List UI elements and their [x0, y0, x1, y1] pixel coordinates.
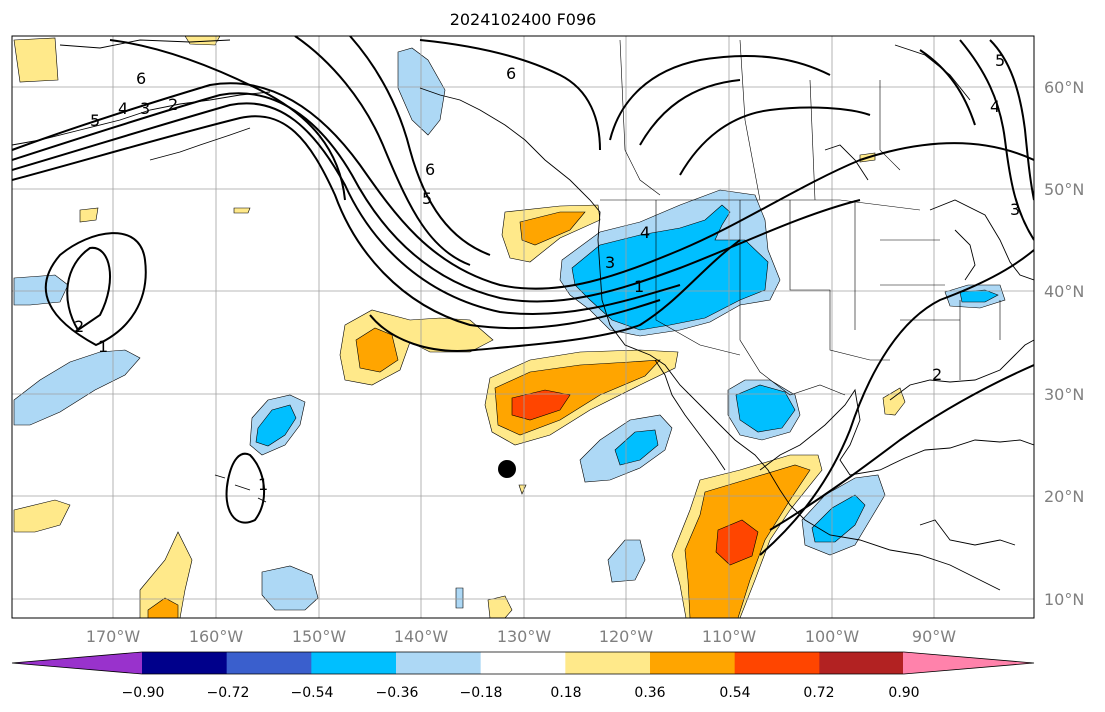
colorbar-label: −0.90 [122, 685, 165, 701]
positive-region-baja-core [511, 389, 571, 421]
colorbar-outline [11, 651, 1035, 675]
colorbar-label: 0.90 [888, 685, 919, 701]
negative-region-southeast [607, 539, 646, 583]
contour-label: 3 [605, 253, 615, 272]
positive-region-small-1 [79, 207, 99, 223]
colorbar-swatch [819, 652, 905, 674]
colorbar-label: −0.72 [207, 685, 250, 701]
colorbar-label: 0.18 [550, 685, 581, 701]
colorbar-label: −0.54 [291, 685, 334, 701]
lon-tick-label: 160°W [189, 627, 244, 646]
negative-region-tiny [455, 587, 464, 609]
lat-tick-label: 40°N [1044, 282, 1084, 301]
contour-label: 4 [990, 97, 1000, 116]
positive-region-sw [13, 499, 71, 533]
lon-tick-label: 140°W [394, 627, 449, 646]
contour-label: 5 [995, 51, 1005, 70]
positive-region-south-2 [487, 595, 513, 618]
lon-tick-label: 120°W [599, 627, 654, 646]
positive-region-small-2 [233, 207, 251, 214]
contour-label: 2 [74, 317, 84, 336]
lon-tick-label: 100°W [805, 627, 860, 646]
colorbar-label: 0.36 [634, 685, 665, 701]
negative-region-west [13, 274, 69, 306]
lon-tick-label: 170°W [86, 627, 141, 646]
positive-region-oregon-core [519, 211, 586, 246]
positive-region-gulf [882, 387, 906, 416]
colorbar-label: −0.36 [376, 685, 419, 701]
contour-label: 5 [90, 111, 100, 130]
negative-region-baja-low-core [735, 384, 796, 433]
contour-label: 4 [118, 99, 128, 118]
colorbar-label: 0.72 [803, 685, 834, 701]
latitude-axis: 60°N 50°N 40°N 30°N 20°N 10°N [1044, 78, 1084, 609]
contour-label: 6 [506, 64, 516, 83]
positive-region-mexico-core [715, 519, 759, 566]
lon-tick-label: 130°W [497, 627, 552, 646]
contour-label-group: 6 5 4 3 2 6 6 5 4 3 1 2 1 1 2 3 4 5 [74, 51, 1020, 494]
colorbar-swatch [396, 652, 482, 674]
contour-label: 4 [640, 223, 650, 242]
lat-tick-label: 50°N [1044, 180, 1084, 199]
colorbar-label: 0.54 [719, 685, 750, 701]
colorbar-swatch [142, 652, 228, 674]
positive-region-top [184, 36, 221, 46]
contour-label: 1 [634, 277, 644, 296]
colorbar-swatch [565, 652, 651, 674]
map-title: 2024102400 F096 [449, 10, 597, 29]
contour-label: 2 [932, 365, 942, 384]
positive-region-south-1 [139, 531, 193, 618]
negative-region-hawaii-n-core [255, 404, 297, 447]
contour-label: 6 [136, 69, 146, 88]
negative-region-pacific-nw-core [571, 204, 769, 331]
negative-region-central-america-core [811, 494, 866, 543]
negative-region-great-lakes-core [959, 289, 999, 303]
contour-label: 6 [425, 160, 435, 179]
colorbar [11, 651, 1035, 675]
contour-label: 2 [168, 95, 178, 114]
lat-tick-label: 10°N [1044, 590, 1084, 609]
storm-marker [498, 460, 516, 478]
positive-region-nw [13, 37, 59, 83]
contour-label: 1 [258, 475, 268, 494]
positive-region-offshore-core [355, 327, 399, 373]
contour-label: 3 [1010, 200, 1020, 219]
lon-tick-label: 150°W [292, 627, 347, 646]
colorbar-swatch [734, 652, 820, 674]
lon-tick-label: 90°W [912, 627, 956, 646]
map-frame [11, 35, 1035, 619]
coastlines [12, 39, 1034, 591]
lat-tick-label: 30°N [1044, 385, 1084, 404]
lon-tick-label: 110°W [702, 627, 757, 646]
lat-tick-label: 60°N [1044, 78, 1084, 97]
negative-region-west-2 [13, 349, 141, 426]
colorbar-label: −0.18 [460, 685, 503, 701]
negative-region-gulf-alaska [397, 47, 446, 136]
colorbar-swatch [311, 652, 397, 674]
colorbar-swatch [650, 652, 736, 674]
positive-region-south-1-core [147, 597, 179, 618]
contour-label: 3 [140, 99, 150, 118]
contour-label: 1 [98, 337, 108, 356]
colorbar-swatch [226, 652, 312, 674]
colorbar-extension-high [903, 652, 1034, 674]
colorbar-labels: −0.90 −0.72 −0.54 −0.36 −0.18 0.18 0.36 … [122, 685, 920, 701]
colorbar-extension-low [12, 652, 143, 674]
lat-tick-label: 20°N [1044, 487, 1084, 506]
contour-label: 5 [422, 189, 432, 208]
contour-lines [12, 36, 1034, 556]
colorbar-swatch [480, 652, 566, 674]
longitude-axis: 170°W 160°W 150°W 140°W 130°W 120°W 110°… [86, 627, 956, 646]
